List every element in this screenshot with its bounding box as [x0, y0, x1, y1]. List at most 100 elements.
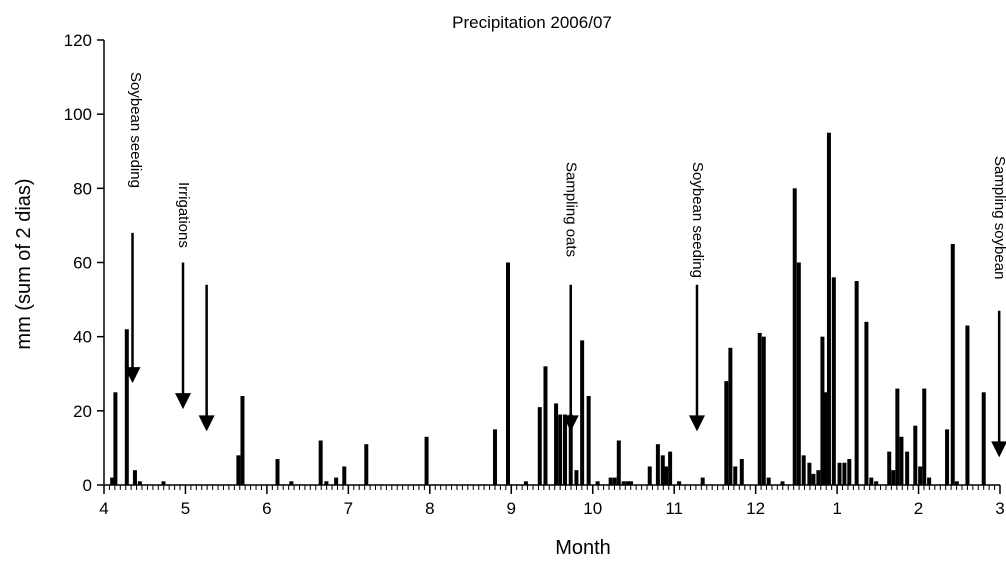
- bars: [110, 132, 986, 486]
- bar: [842, 462, 847, 485]
- bar: [161, 481, 166, 485]
- bar: [831, 277, 836, 485]
- x-tick-label: 12: [746, 499, 765, 518]
- x-tick-label: 2: [914, 499, 923, 518]
- bar: [236, 455, 241, 485]
- bar: [811, 473, 816, 485]
- bar: [424, 436, 429, 485]
- bar: [724, 381, 729, 485]
- bar: [700, 477, 705, 485]
- bar: [847, 459, 852, 485]
- bar: [807, 462, 812, 485]
- y-tick-label: 60: [73, 254, 92, 273]
- annotation-arrowhead: [991, 441, 1006, 458]
- bar: [324, 481, 329, 485]
- x-tick-label: 8: [425, 499, 434, 518]
- bar: [655, 444, 660, 485]
- chart-title: Precipitation 2006/07: [452, 13, 612, 32]
- x-tick-label: 7: [344, 499, 353, 518]
- bar: [874, 481, 879, 485]
- bar: [563, 414, 568, 485]
- bar: [595, 481, 600, 485]
- annotation-label: Irrigations: [175, 182, 192, 248]
- bar: [899, 436, 904, 485]
- x-axis-title: Month: [555, 537, 611, 559]
- bar: [981, 392, 986, 485]
- annotation-label: Sampling soybean: [991, 156, 1006, 279]
- bar: [586, 396, 591, 485]
- x-tick-label: 6: [262, 499, 271, 518]
- annotation-label: Soybean seeding: [689, 162, 706, 278]
- annotation-label: Sampling oats: [563, 162, 580, 257]
- bar: [965, 325, 970, 485]
- bar: [647, 466, 652, 485]
- bar: [523, 481, 528, 485]
- bar: [660, 455, 665, 485]
- bar: [823, 392, 828, 485]
- bar: [954, 481, 959, 485]
- bar: [801, 455, 806, 485]
- bar: [537, 407, 542, 485]
- y-tick-label: 40: [73, 328, 92, 347]
- y-axis: 0 20 40 60 80 100 120: [64, 31, 105, 495]
- x-tick-label: 10: [583, 499, 602, 518]
- bar: [766, 477, 771, 485]
- bar: [728, 347, 733, 485]
- bar: [950, 243, 955, 485]
- annotation-arrowhead: [175, 393, 192, 410]
- bar: [668, 451, 673, 485]
- bar: [240, 396, 245, 485]
- bar: [318, 440, 323, 485]
- annotations: Soybean seeding Irrigations Sampling oats S…: [124, 72, 1006, 458]
- bar: [918, 466, 923, 485]
- bar: [137, 481, 142, 485]
- bar: [757, 332, 762, 485]
- bar: [792, 188, 797, 486]
- bar: [580, 340, 585, 485]
- bar: [796, 262, 801, 485]
- bar: [625, 481, 630, 485]
- bar: [927, 477, 932, 485]
- y-tick-label: 120: [64, 31, 92, 50]
- bar: [887, 451, 892, 485]
- x-tick-label: 1: [832, 499, 841, 518]
- bar: [816, 470, 821, 485]
- bar: [492, 429, 497, 485]
- y-tick-label: 0: [83, 476, 92, 495]
- bar: [837, 462, 842, 485]
- y-tick-label: 20: [73, 402, 92, 421]
- annotation-arrowhead: [124, 367, 141, 384]
- bar: [558, 414, 563, 485]
- bar: [733, 466, 738, 485]
- bar: [110, 477, 115, 485]
- bar: [289, 481, 294, 485]
- bar: [574, 470, 579, 485]
- bar: [891, 470, 896, 485]
- bar: [905, 451, 910, 485]
- bar: [608, 477, 613, 485]
- bar: [612, 477, 617, 485]
- annotation-arrowhead: [562, 415, 579, 432]
- annotation-label: Soybean seeding: [127, 72, 144, 188]
- bar: [739, 459, 744, 485]
- bar: [342, 466, 347, 485]
- bar: [864, 321, 869, 485]
- bar: [826, 132, 831, 486]
- bar: [820, 336, 825, 485]
- y-tick-label: 100: [64, 105, 92, 124]
- bar: [664, 466, 669, 485]
- bar: [334, 477, 339, 485]
- x-tick-label: 5: [181, 499, 190, 518]
- bar: [677, 481, 682, 485]
- bar: [922, 388, 927, 485]
- bar: [761, 336, 766, 485]
- x-axis: 4 5 6 7 8 9 10 11 12 1 2 3: [99, 484, 1005, 518]
- bar: [895, 388, 900, 485]
- annotation-arrowhead: [688, 415, 705, 432]
- annotation-arrowhead: [198, 415, 215, 432]
- bar: [621, 481, 626, 485]
- bar: [506, 262, 511, 485]
- bar: [132, 470, 137, 485]
- bar: [869, 477, 874, 485]
